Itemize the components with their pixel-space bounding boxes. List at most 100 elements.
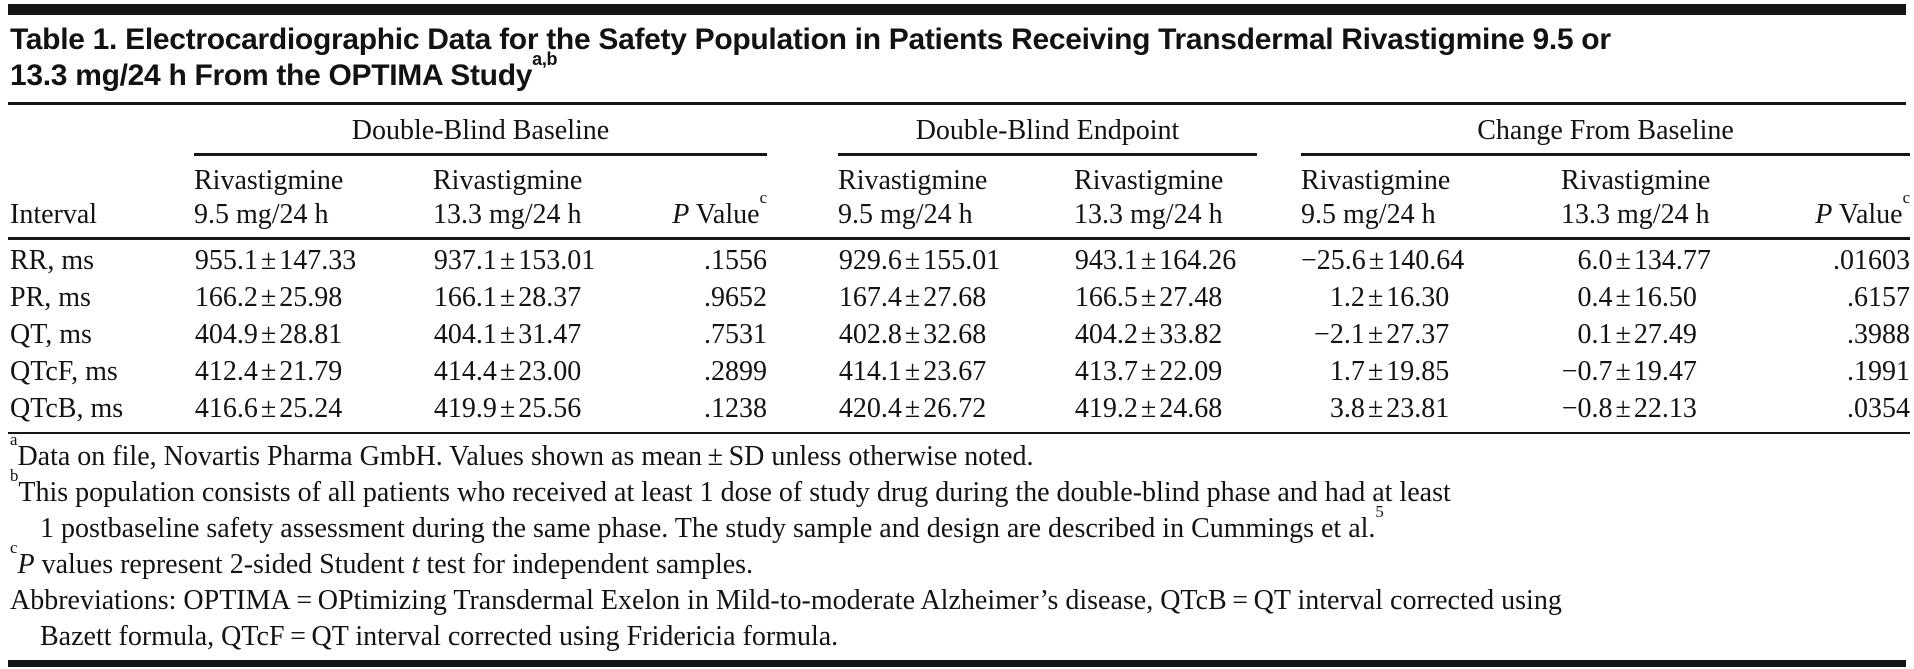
group-gap [1257, 105, 1301, 155]
mean-value: 404.1 [433, 319, 497, 350]
col-header-interval: Interval [8, 198, 194, 240]
plus-minus-sign: ± [260, 319, 277, 350]
sd-value: 28.81 [279, 319, 343, 350]
sd-value: 147.33 [279, 245, 357, 276]
mean-value: 166.1 [433, 282, 497, 313]
p-value-cell: .0354 [1799, 390, 1911, 434]
sd-value: 23.67 [923, 356, 987, 387]
header-spacer [8, 155, 194, 199]
col-header-drug: Rivastigmine [1301, 165, 1451, 196]
col-header-dose-95: 9.5 mg/24 h [838, 198, 1075, 240]
mean-value: 0.4 [1577, 282, 1613, 313]
mean-value: 1.7 [1329, 356, 1365, 387]
mean-value: −0.7 [1561, 356, 1613, 387]
group-gap [767, 155, 838, 199]
col-header-p-value: P Valuec [663, 190, 768, 240]
value-cell: 404.9 ±28.81 [194, 316, 433, 353]
plus-minus-sign: ± [904, 282, 921, 313]
plus-minus-sign: ± [1367, 356, 1384, 387]
sd-value: 23.00 [518, 356, 582, 387]
group-gap [767, 105, 838, 155]
mean-value: 402.8 [838, 319, 902, 350]
plus-minus-sign: ± [904, 356, 921, 387]
sd-value: 23.81 [1386, 393, 1450, 424]
value-cell: 412.4 ±21.79 [194, 353, 433, 390]
mean-value: −0.8 [1561, 393, 1613, 424]
plus-minus-sign: ± [904, 319, 921, 350]
table-row-pr: PR, ms 166.2 ±25.98 166.1 ±28.37 .9652 167… [8, 279, 1910, 316]
footnote-marker-b: b [10, 466, 19, 486]
plus-minus-sign: ± [260, 282, 277, 313]
col-header-drug: Rivastigmine [1561, 165, 1711, 196]
mean-value: 943.1 [1074, 245, 1138, 276]
abbreviations-text1: Abbreviations: OPTIMA = OPtimizing Trans… [10, 585, 1562, 616]
abbreviations-line1: Abbreviations: OPTIMA = OPtimizing Trans… [10, 583, 1906, 619]
sd-value: 26.72 [923, 393, 987, 424]
col-header-drug: Rivastigmine [433, 165, 583, 196]
mean-value: 416.6 [194, 393, 258, 424]
plus-minus-sign: ± [1367, 319, 1384, 350]
table-title-text2: 13.3 mg/24 h From the OPTIMA Study [10, 59, 533, 92]
mean-value: 420.4 [838, 393, 902, 424]
plus-minus-sign: ± [499, 319, 516, 350]
table-title-line2: 13.3 mg/24 h From the OPTIMA Studya,b [10, 50, 1906, 94]
footnote-a-text: Data on file, Novartis Pharma GmbH. Valu… [17, 441, 1034, 472]
footnote-a: aData on file, Novartis Pharma GmbH. Val… [10, 432, 1906, 475]
drug-name-header-row: Rivastigmine Rivastigmine Rivastigmine R… [8, 155, 1910, 199]
sd-value: 21.79 [279, 356, 343, 387]
sd-value: 22.09 [1159, 356, 1223, 387]
plus-minus-sign: ± [499, 393, 516, 424]
mean-value: 167.4 [838, 282, 902, 313]
value-cell: 1.2 ±16.30 [1301, 279, 1561, 316]
value-cell: 943.1 ±164.26 [1074, 239, 1257, 280]
value-cell: 0.1 ±27.49 [1561, 316, 1799, 353]
value-cell: 1.7 ±19.85 [1301, 353, 1561, 390]
footnote-b-text1: This population consists of all patients… [18, 477, 1451, 508]
group-gap [1257, 155, 1301, 199]
group-gap [767, 353, 838, 390]
mean-value: 414.4 [433, 356, 497, 387]
col-header-dose-95: 9.5 mg/24 h [194, 198, 433, 240]
top-rule-bar [8, 4, 1906, 15]
p-value-cell: .7531 [704, 319, 768, 350]
p-value-label: Value [689, 199, 760, 230]
sd-value: 16.50 [1633, 282, 1697, 313]
row-label-qtcb: QTcB, ms [8, 390, 194, 434]
col-header-drug: Rivastigmine [838, 165, 988, 196]
col-header-dose-133: 13.3 mg/24 h [1074, 198, 1258, 240]
mean-value: 404.2 [1074, 319, 1138, 350]
plus-minus-sign: ± [1367, 393, 1384, 424]
table-title-text1: Table 1. Electrocardiographic Data for t… [10, 23, 1611, 56]
p-value-cell: .1556 [704, 245, 768, 276]
value-cell: 166.2 ±25.98 [194, 279, 433, 316]
group-gap [767, 390, 839, 434]
value-cell: 404.1 ±31.47 [433, 316, 663, 353]
footnotes: aData on file, Novartis Pharma GmbH. Val… [8, 432, 1906, 655]
value-cell: −0.8 ±22.13 [1561, 390, 1800, 434]
plus-minus-sign: ± [260, 245, 277, 276]
sd-value: 28.37 [518, 282, 582, 313]
sd-value: 33.82 [1159, 319, 1223, 350]
plus-minus-sign: ± [499, 245, 516, 276]
p-value-cell: .01603 [1833, 245, 1911, 276]
mean-value: 166.5 [1074, 282, 1138, 313]
sd-value: 153.01 [518, 245, 596, 276]
footnote-marker-a: a [10, 430, 18, 450]
p-value-cell: .6157 [1847, 282, 1911, 313]
table-row-qt: QT, ms 404.9 ±28.81 404.1 ±31.47 .7531 402… [8, 316, 1910, 353]
p-footnote-marker: c [1902, 188, 1911, 208]
table-row-rr: RR, ms 955.1 ±147.33 937.1 ±153.01 .1556 9… [8, 239, 1910, 280]
plus-minus-sign: ± [499, 282, 516, 313]
value-cell: 416.6 ±25.24 [194, 390, 433, 434]
value-cell: 166.5 ±27.48 [1074, 279, 1257, 316]
abbreviations-line2: Bazett formula, QTcF = QT interval corre… [10, 619, 1906, 655]
value-cell: 929.6 ±155.01 [838, 239, 1074, 280]
group-header-change: Change From Baseline [1301, 105, 1911, 156]
table-title: Table 1. Electrocardiographic Data for t… [8, 15, 1906, 102]
mean-value: 1.2 [1329, 282, 1365, 313]
sd-value: 19.85 [1386, 356, 1450, 387]
sd-value: 22.13 [1633, 393, 1697, 424]
col-header-dose-133: 13.3 mg/24 h [1561, 198, 1800, 240]
footnote-b-line1: bThis population consists of all patient… [10, 468, 1906, 511]
mean-value: 166.2 [194, 282, 258, 313]
